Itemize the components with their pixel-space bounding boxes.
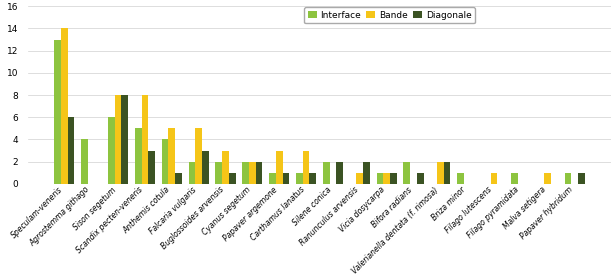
Bar (309, 173, 316, 184)
Bar (108, 117, 115, 184)
Bar (357, 173, 363, 184)
Bar (61, 28, 68, 184)
Bar (243, 162, 249, 184)
Bar (81, 140, 88, 184)
Bar (161, 140, 168, 184)
Bar (376, 173, 383, 184)
Bar (491, 173, 497, 184)
Bar (417, 173, 424, 184)
Bar (336, 162, 343, 184)
Bar (68, 117, 74, 184)
Bar (256, 162, 262, 184)
Bar (115, 95, 122, 184)
Bar (142, 95, 149, 184)
Bar (276, 151, 282, 184)
Bar (202, 151, 209, 184)
Bar (403, 162, 410, 184)
Bar (269, 173, 276, 184)
Bar (282, 173, 289, 184)
Bar (444, 162, 451, 184)
Bar (323, 162, 330, 184)
Bar (511, 173, 518, 184)
Bar (578, 173, 585, 184)
Bar (229, 173, 236, 184)
Bar (135, 128, 142, 184)
Bar (390, 173, 397, 184)
Bar (363, 162, 370, 184)
Bar (149, 151, 155, 184)
Bar (437, 162, 444, 184)
Bar (222, 151, 229, 184)
Bar (55, 39, 61, 184)
Bar (216, 162, 222, 184)
Bar (122, 95, 128, 184)
Bar (545, 173, 551, 184)
Bar (168, 128, 175, 184)
Legend: Interface, Bande, Diagonale: Interface, Bande, Diagonale (304, 7, 475, 23)
Bar (188, 162, 195, 184)
Bar (249, 162, 256, 184)
Bar (564, 173, 571, 184)
Bar (195, 128, 202, 184)
Bar (175, 173, 182, 184)
Bar (296, 173, 303, 184)
Bar (457, 173, 464, 184)
Bar (303, 151, 309, 184)
Bar (383, 173, 390, 184)
